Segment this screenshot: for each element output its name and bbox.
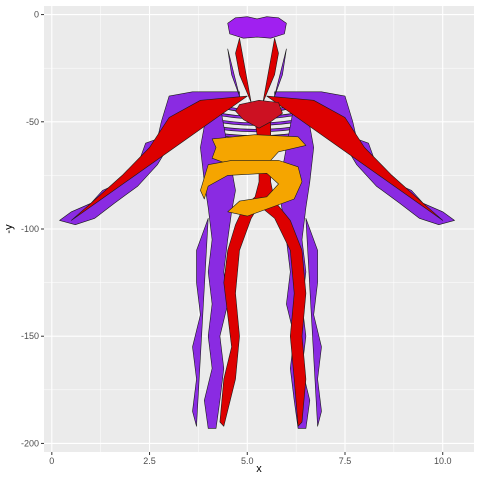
brain-brain-shape xyxy=(227,16,287,39)
y-tick-label: -100 xyxy=(21,224,39,234)
tick-labels: 0 2.5 5.0 7.5 10.0 0 -50 -100 -150 -200 xyxy=(21,10,452,466)
arteries-arm-left-shape xyxy=(71,95,248,221)
arteries-arm-right-shape xyxy=(266,95,444,221)
veins-leg-right-outer-shape xyxy=(305,218,322,427)
arteries-carotid-right-shape xyxy=(262,37,279,103)
anatomy-shapes xyxy=(59,16,455,429)
veins-leg-left-outer-shape xyxy=(192,218,209,427)
arteries-carotid-left-shape xyxy=(235,37,252,103)
x-tick-label: 7.5 xyxy=(339,456,352,466)
y-axis-title: -y xyxy=(3,224,15,234)
x-tick-label: 0 xyxy=(49,456,54,466)
y-tick-label: -50 xyxy=(26,117,39,127)
intestines-colon-shape xyxy=(200,160,303,217)
x-tick-label: 2.5 xyxy=(143,456,156,466)
x-axis-title: x xyxy=(256,463,262,475)
heart-heart-shape xyxy=(235,100,283,129)
x-tick-label: 10.0 xyxy=(434,456,452,466)
x-tick-label: 5.0 xyxy=(241,456,254,466)
intestines-stomach-shape xyxy=(211,134,307,168)
y-tick-label: 0 xyxy=(34,10,39,20)
y-tick-label: -200 xyxy=(21,438,39,448)
y-tick-label: -150 xyxy=(21,331,39,341)
veins-neck-right-shape xyxy=(274,48,287,97)
veins-neck-left-shape xyxy=(227,48,240,97)
axis-ticks xyxy=(41,14,444,455)
